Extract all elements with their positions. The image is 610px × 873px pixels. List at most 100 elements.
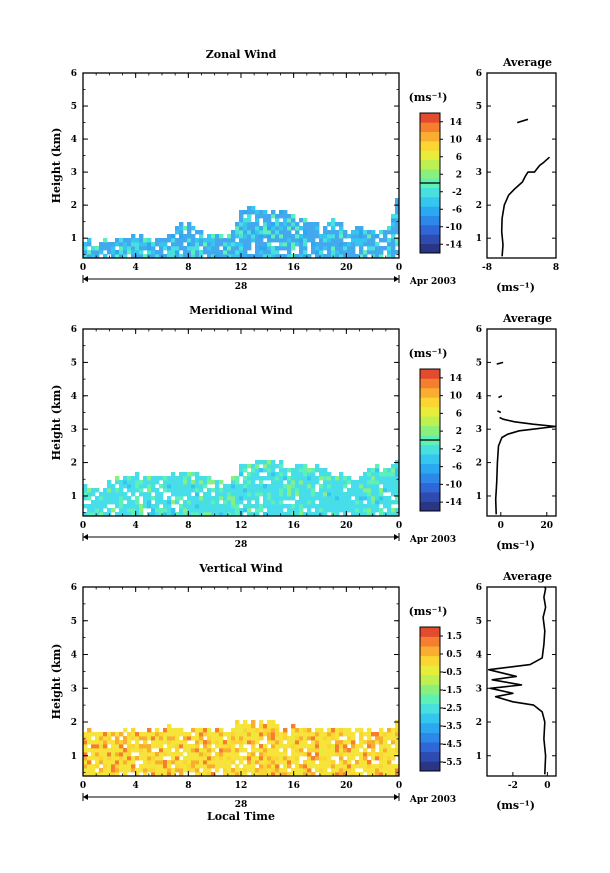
data-cell bbox=[299, 480, 304, 485]
data-cell bbox=[199, 732, 204, 737]
data-cell bbox=[339, 740, 344, 745]
data-cell bbox=[155, 732, 160, 737]
data-cell bbox=[351, 756, 356, 761]
data-cell bbox=[291, 242, 296, 247]
data-cell bbox=[275, 476, 280, 481]
data-cell bbox=[199, 736, 204, 741]
data-cell bbox=[239, 210, 244, 215]
data-cell bbox=[315, 234, 320, 239]
data-cell bbox=[379, 250, 384, 255]
data-cell bbox=[371, 476, 376, 481]
data-cell bbox=[275, 752, 280, 757]
y-axis-label: Height (km) bbox=[50, 644, 63, 720]
data-cell bbox=[223, 744, 228, 749]
data-cell bbox=[127, 242, 132, 247]
colorbar-tick-label: 2 bbox=[456, 427, 462, 437]
data-cell bbox=[151, 764, 156, 769]
data-cell bbox=[267, 504, 272, 509]
data-cell bbox=[231, 250, 236, 255]
data-cell bbox=[123, 254, 128, 259]
data-cell bbox=[247, 484, 252, 489]
data-cell bbox=[87, 732, 92, 737]
data-cell bbox=[327, 496, 332, 501]
x-tick-label: 0 bbox=[80, 263, 86, 273]
data-cell bbox=[203, 504, 208, 509]
data-cell bbox=[339, 238, 344, 243]
colorbar-swatch bbox=[420, 684, 440, 695]
data-cell bbox=[391, 484, 396, 489]
data-cell bbox=[231, 230, 236, 235]
data-cell bbox=[151, 732, 156, 737]
data-cell bbox=[319, 768, 324, 773]
data-cell bbox=[267, 230, 272, 235]
data-cell bbox=[175, 728, 180, 733]
data-cell bbox=[87, 488, 92, 493]
data-cell bbox=[387, 246, 392, 251]
data-cell bbox=[191, 496, 196, 501]
data-cell bbox=[215, 764, 220, 769]
data-cell bbox=[359, 496, 364, 501]
data-cell bbox=[275, 254, 280, 259]
data-cell bbox=[83, 732, 88, 737]
data-cell bbox=[211, 480, 216, 485]
data-cell bbox=[299, 254, 304, 259]
data-cell bbox=[123, 772, 128, 777]
data-cell bbox=[207, 728, 212, 733]
data-cell bbox=[307, 226, 312, 231]
data-cell bbox=[171, 744, 176, 749]
data-cell bbox=[243, 748, 248, 753]
data-cell bbox=[263, 254, 268, 259]
data-cell bbox=[379, 230, 384, 235]
data-cell bbox=[267, 512, 272, 517]
data-cell bbox=[371, 492, 376, 497]
data-cell bbox=[271, 768, 276, 773]
data-cell bbox=[227, 748, 232, 753]
data-cell bbox=[339, 496, 344, 501]
data-cell bbox=[243, 720, 248, 725]
data-cell bbox=[115, 250, 120, 255]
data-cell bbox=[271, 512, 276, 517]
data-cell bbox=[271, 230, 276, 235]
data-cell bbox=[335, 728, 340, 733]
data-cell bbox=[283, 246, 288, 251]
data-cell bbox=[291, 504, 296, 509]
data-cell bbox=[99, 752, 104, 757]
data-cell bbox=[283, 752, 288, 757]
data-cell bbox=[387, 752, 392, 757]
data-cell bbox=[291, 732, 296, 737]
data-cell bbox=[379, 238, 384, 243]
data-cell bbox=[127, 732, 132, 737]
data-cell bbox=[315, 744, 320, 749]
data-cell bbox=[135, 756, 140, 761]
data-cell bbox=[95, 740, 100, 745]
data-cell bbox=[303, 230, 308, 235]
data-cell bbox=[139, 512, 144, 517]
data-cell bbox=[371, 756, 376, 761]
data-cell bbox=[139, 752, 144, 757]
data-cell bbox=[215, 508, 220, 513]
heatmap-cells bbox=[83, 720, 400, 777]
data-cell bbox=[203, 238, 208, 243]
data-cell bbox=[327, 238, 332, 243]
data-cell bbox=[95, 496, 100, 501]
data-cell bbox=[215, 736, 220, 741]
data-cell bbox=[275, 488, 280, 493]
data-cell bbox=[311, 740, 316, 745]
data-cell bbox=[103, 488, 108, 493]
data-cell bbox=[271, 250, 276, 255]
data-cell bbox=[211, 254, 216, 259]
data-cell bbox=[255, 210, 260, 215]
data-cell bbox=[83, 764, 88, 769]
data-cell bbox=[311, 472, 316, 477]
date-bar-label: 28 bbox=[235, 540, 248, 550]
data-cell bbox=[335, 480, 340, 485]
data-cell bbox=[243, 238, 248, 243]
data-cell bbox=[335, 246, 340, 251]
data-cell bbox=[331, 246, 336, 251]
data-cell bbox=[231, 752, 236, 757]
data-cell bbox=[299, 476, 304, 481]
data-cell bbox=[267, 496, 272, 501]
data-cell bbox=[347, 768, 352, 773]
data-cell bbox=[179, 512, 184, 517]
x-tick-label: 16 bbox=[287, 781, 300, 791]
